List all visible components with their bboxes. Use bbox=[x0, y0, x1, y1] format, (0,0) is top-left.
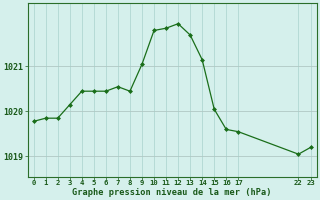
X-axis label: Graphe pression niveau de la mer (hPa): Graphe pression niveau de la mer (hPa) bbox=[72, 188, 272, 197]
